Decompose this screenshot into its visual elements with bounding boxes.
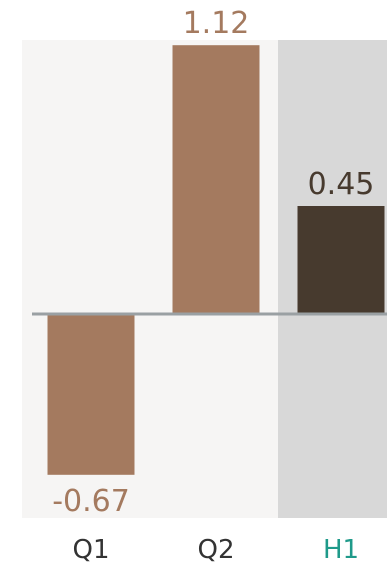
bars-group: [47, 45, 385, 475]
bar-h1: [297, 206, 385, 314]
bar-q1: [47, 314, 135, 475]
tick-labels-group: Q1 Q2 H1: [72, 535, 359, 565]
value-label-q1: -0.67: [52, 484, 130, 519]
tick-label-q2: Q2: [197, 535, 234, 565]
value-label-q2: 1.12: [183, 6, 250, 41]
tick-label-q1: Q1: [72, 535, 109, 565]
value-label-h1: 0.45: [308, 167, 375, 202]
tick-label-h1: H1: [323, 535, 359, 565]
bar-q2: [172, 45, 260, 314]
value-labels-group: -0.67 1.12 0.45: [52, 6, 374, 519]
